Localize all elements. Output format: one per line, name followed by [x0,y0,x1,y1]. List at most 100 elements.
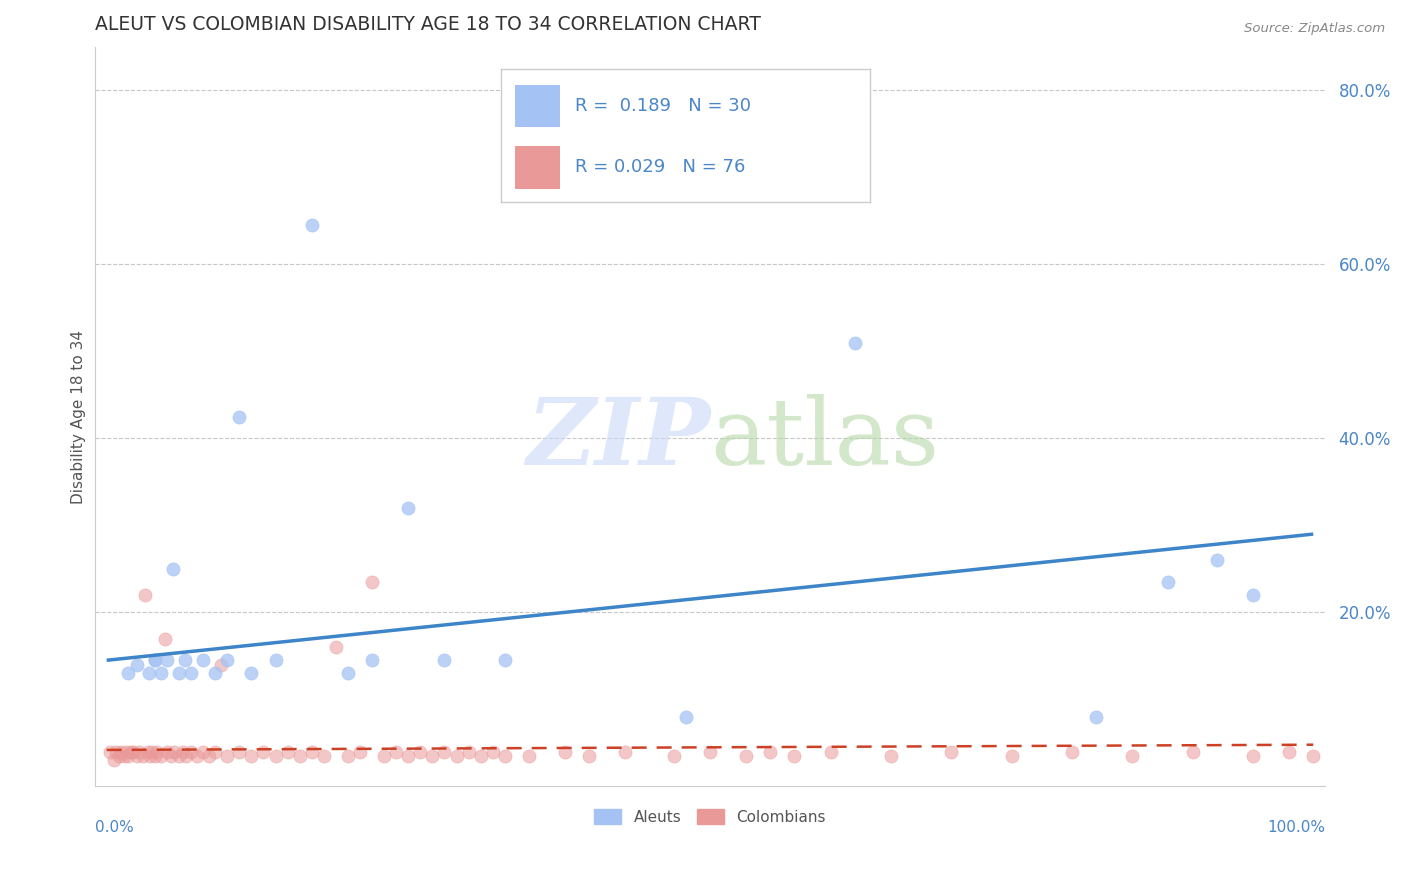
Point [98,745,121,759]
Point [396,749,419,764]
Point [193,653,215,667]
Point [217,653,239,667]
Point [141,745,163,759]
Point [336,749,359,764]
Text: ALEUT VS COLOMBIAN DISABILITY AGE 18 TO 34 CORRELATION CHART: ALEUT VS COLOMBIAN DISABILITY AGE 18 TO … [94,15,761,34]
Point [139,749,162,764]
Point [146,745,169,759]
Point [228,745,250,759]
Point [820,745,842,759]
Point [844,335,866,350]
Point [167,749,190,764]
Point [143,749,166,764]
Point [723,175,745,189]
Point [134,588,156,602]
Point [759,745,782,759]
Point [1302,749,1324,764]
Point [159,749,181,764]
Point [149,666,172,681]
Point [125,749,148,764]
Point [240,666,263,681]
Point [578,749,600,764]
Point [162,562,184,576]
Text: 100.0%: 100.0% [1267,820,1326,835]
Point [1241,749,1264,764]
Point [1241,588,1264,602]
Point [336,666,359,681]
Point [301,745,323,759]
Point [174,749,197,764]
Point [217,749,239,764]
Text: atlas: atlas [710,393,939,483]
Point [1181,745,1204,759]
Point [107,749,129,764]
Point [457,745,479,759]
Point [120,745,142,759]
Point [149,749,172,764]
Point [385,745,408,759]
Point [193,745,215,759]
Point [186,749,208,764]
Text: Source: ZipAtlas.com: Source: ZipAtlas.com [1244,22,1385,36]
Point [117,666,139,681]
Point [198,749,221,764]
Point [125,657,148,672]
Point [204,666,226,681]
Point [103,753,125,767]
Point [1157,574,1180,589]
Point [209,657,232,672]
Point [396,500,419,515]
Point [143,653,166,667]
Point [138,666,160,681]
Point [675,710,697,724]
Point [301,218,323,232]
Point [117,749,139,764]
Point [105,745,128,759]
Point [112,749,135,764]
Point [180,745,202,759]
Point [409,745,432,759]
Point [373,749,395,764]
Point [517,749,540,764]
Point [240,749,263,764]
Point [325,640,347,655]
Point [880,749,903,764]
Point [136,745,159,759]
Point [204,745,226,759]
Point [554,745,576,759]
Point [163,745,186,759]
Point [1085,710,1108,724]
Point [110,745,132,759]
Point [1205,553,1227,567]
Point [115,745,138,759]
Point [494,749,516,764]
Point [735,749,758,764]
Point [132,749,155,764]
Point [941,745,963,759]
Point [662,749,685,764]
Text: 0.0%: 0.0% [94,820,134,835]
Point [1121,749,1143,764]
Point [156,745,179,759]
Point [156,653,179,667]
Point [361,574,384,589]
Point [252,745,274,759]
Point [446,749,468,764]
Point [174,653,197,667]
Point [153,632,176,646]
Point [614,745,637,759]
Point [433,653,456,667]
Point [422,749,444,764]
Point [1060,745,1083,759]
Point [699,745,721,759]
Point [361,653,384,667]
Point [122,745,145,759]
Point [228,409,250,424]
Point [1000,749,1022,764]
Point [167,666,190,681]
Text: ZIP: ZIP [526,393,710,483]
Legend: Aleuts, Colombians: Aleuts, Colombians [588,803,832,830]
Point [128,745,150,759]
Point [1278,745,1301,759]
Point [180,666,202,681]
